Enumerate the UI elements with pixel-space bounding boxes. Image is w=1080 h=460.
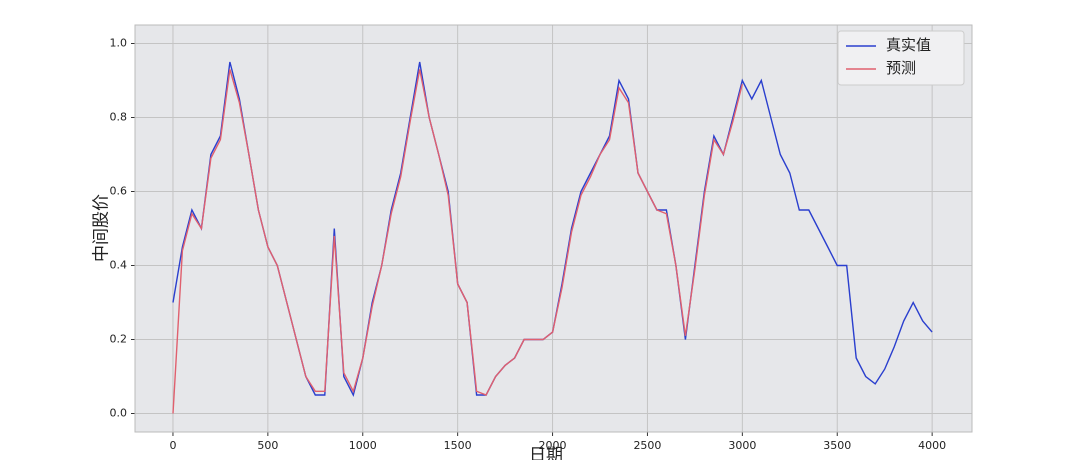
legend-label: 预测 (886, 59, 916, 77)
x-tick-label: 3000 (728, 439, 756, 452)
y-tick-label: 0.4 (110, 259, 128, 272)
x-tick-label: 1000 (349, 439, 377, 452)
series-line (172, 69, 743, 414)
x-tick-label: 1500 (444, 439, 472, 452)
x-tick-label: 500 (257, 439, 278, 452)
x-axis-label: 日期 (529, 446, 563, 460)
legend-label: 真实值 (886, 36, 931, 54)
legend-box (837, 30, 965, 86)
x-tick-label: 2000 (539, 439, 567, 452)
y-tick-label: 0.2 (110, 333, 128, 346)
x-tick-label: 0 (169, 439, 176, 452)
y-tick-label: 1.0 (110, 37, 128, 50)
x-tick-label: 3500 (823, 439, 851, 452)
y-axis-label: 中间股价 (92, 194, 112, 262)
y-tick-label: 0.6 (110, 185, 128, 198)
x-tick-label: 4000 (918, 439, 946, 452)
plot-area (135, 25, 972, 432)
x-tick-label: 2500 (633, 439, 661, 452)
y-tick-label: 0.8 (110, 111, 128, 124)
plot-frame (134, 24, 973, 433)
y-tick-label: 0.0 (110, 407, 128, 420)
